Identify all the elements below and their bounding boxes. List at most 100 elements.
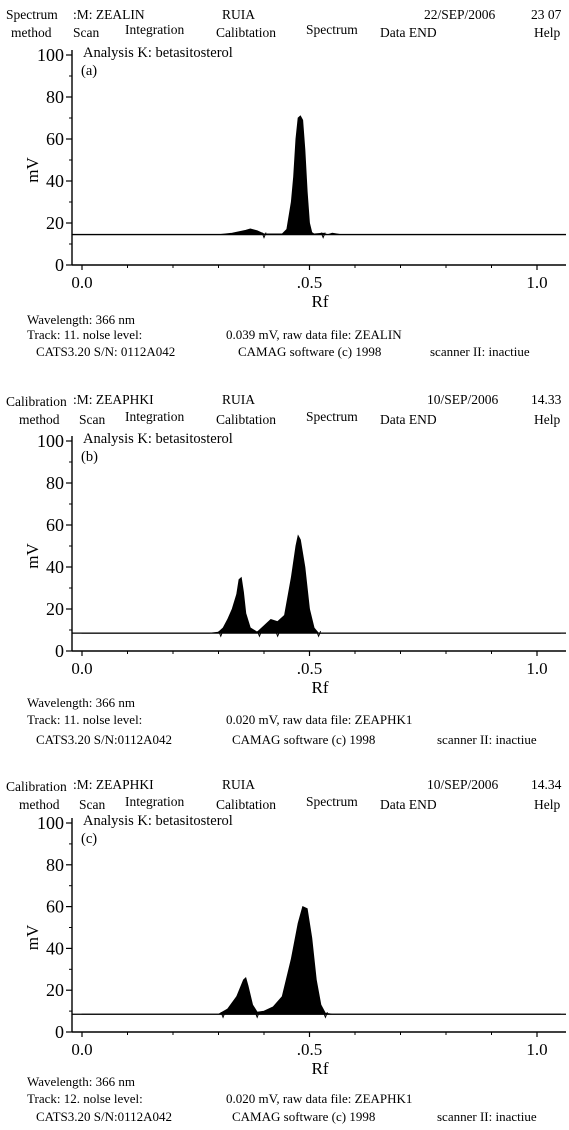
panel-c: Calibration method :M: ZEAPHKI Scan Inte… bbox=[0, 770, 569, 1130]
menu-lab: RUIA bbox=[222, 392, 255, 407]
x-axis-label: Rf bbox=[312, 678, 329, 697]
x-axis-label: Rf bbox=[312, 292, 329, 311]
footer-track: Track: 11. nolse level: bbox=[27, 327, 143, 342]
y-tick-label-100: 100 bbox=[37, 431, 64, 451]
menu-method-top[interactable]: Calibration bbox=[6, 779, 67, 794]
footer-wavelength: Wavelength: 366 nm bbox=[27, 312, 135, 327]
chart-title: Analysis K: betasitosterol bbox=[83, 813, 233, 829]
y-tick-label-100: 100 bbox=[37, 45, 64, 65]
y-tick-label-40: 40 bbox=[46, 557, 64, 577]
peak-marker-0 bbox=[218, 630, 224, 638]
menu-lab: RUIA bbox=[222, 7, 255, 22]
y-tick-label-40: 40 bbox=[46, 171, 64, 191]
x-tick-label-2: 1.0 bbox=[526, 273, 547, 292]
footer-track: Track: 12. nolse level: bbox=[27, 1091, 143, 1106]
menu-method-bottom[interactable]: method bbox=[19, 797, 60, 812]
menu-help[interactable]: Help bbox=[534, 412, 561, 427]
y-tick-label-60: 60 bbox=[46, 129, 64, 149]
footer-wavelength: Wavelength: 366 nm bbox=[27, 695, 135, 710]
x-tick-label-1: .0.5 bbox=[297, 659, 323, 678]
x-tick-label-0: 0.0 bbox=[71, 659, 92, 678]
x-tick-label-0: 0.0 bbox=[71, 273, 92, 292]
menu-date: 10/SEP/2006 bbox=[427, 392, 499, 407]
footer-camag: CAMAG software (c) 1998 bbox=[232, 1109, 376, 1124]
y-axis-label: mV bbox=[23, 543, 42, 569]
menu-integration[interactable]: Integration bbox=[125, 794, 185, 809]
menu-calibration[interactable]: Calibtation bbox=[216, 412, 276, 427]
menu-integration[interactable]: Integration bbox=[125, 409, 185, 424]
signal-trace bbox=[81, 906, 562, 1015]
menu-integration[interactable]: Integration bbox=[125, 22, 185, 37]
y-axis-label: mV bbox=[23, 924, 42, 950]
y-tick-label-80: 80 bbox=[46, 473, 64, 493]
footer-scanner: scanner II: inactiue bbox=[437, 732, 537, 747]
menu-data-end[interactable]: Data END bbox=[380, 412, 437, 427]
menu-spectrum[interactable]: Spectrum bbox=[306, 409, 358, 424]
y-tick-label-20: 20 bbox=[46, 213, 64, 233]
y-tick-label-60: 60 bbox=[46, 515, 64, 535]
menu-scan[interactable]: Scan bbox=[79, 412, 106, 427]
menu-time: 23 07 bbox=[531, 7, 562, 22]
menu-data-end[interactable]: Data END bbox=[380, 25, 437, 40]
menu-method-bottom[interactable]: method bbox=[19, 412, 60, 427]
x-tick-label-1: .0.5 bbox=[297, 273, 323, 292]
menu-method-top[interactable]: Spectrum bbox=[6, 7, 58, 22]
y-tick-label-40: 40 bbox=[46, 938, 64, 958]
footer-camag: CAMAG software (c) 1998 bbox=[238, 344, 382, 359]
x-axis-label: Rf bbox=[312, 1059, 329, 1078]
panel-b: Calibration method :M: ZEAPHKI Scan Inte… bbox=[0, 385, 569, 760]
footer-noise: 0.039 mV, raw data file: ZEALIN bbox=[226, 327, 402, 342]
menu-spectrum[interactable]: Spectrum bbox=[306, 22, 358, 37]
y-axis-label: mV bbox=[23, 157, 42, 183]
y-tick-label-20: 20 bbox=[46, 980, 64, 1000]
y-tick-label-20: 20 bbox=[46, 599, 64, 619]
y-tick-label-100: 100 bbox=[37, 813, 64, 833]
footer-wavelength: Wavelength: 366 nm bbox=[27, 1074, 135, 1089]
x-tick-label-0: 0.0 bbox=[71, 1040, 92, 1059]
menu-method-top[interactable]: Calibration bbox=[6, 394, 67, 409]
panel-a: Spectrum method :M: ZEALIN Scan Integrat… bbox=[0, 0, 569, 375]
y-tick-label-0: 0 bbox=[55, 255, 64, 275]
x-tick-label-1: .0.5 bbox=[297, 1040, 323, 1059]
peak-marker-3 bbox=[316, 630, 322, 638]
menu-sample: :M: ZEALIN bbox=[73, 7, 145, 22]
footer-cats: CATS3.20 S/N:0112A042 bbox=[36, 1109, 173, 1124]
menu-data-end[interactable]: Data END bbox=[380, 797, 437, 812]
menu-lab: RUIA bbox=[222, 777, 255, 792]
y-tick-label-0: 0 bbox=[55, 1022, 64, 1042]
peak-marker-2 bbox=[322, 1012, 328, 1019]
menu-scan[interactable]: Scan bbox=[79, 797, 106, 812]
footer-scanner: scanner II: inactiue bbox=[430, 344, 530, 359]
menu-calibration[interactable]: Calibtation bbox=[216, 25, 276, 40]
panel-label: (b) bbox=[81, 449, 98, 465]
x-tick-label-2: 1.0 bbox=[526, 1040, 547, 1059]
footer-scanner: scanner II: inactiue bbox=[437, 1109, 537, 1124]
panel-label: (c) bbox=[81, 831, 97, 847]
panel-label: (a) bbox=[81, 63, 97, 79]
signal-trace bbox=[81, 115, 561, 236]
footer-noise: 0.020 mV, raw data file: ZEAPHK1 bbox=[226, 1091, 413, 1106]
peak-marker-1 bbox=[254, 1012, 260, 1019]
peak-marker-0 bbox=[220, 1012, 226, 1019]
menu-date: 10/SEP/2006 bbox=[427, 777, 499, 792]
chart-title: Analysis K: betasitosterol bbox=[83, 431, 233, 447]
y-tick-label-60: 60 bbox=[46, 897, 64, 917]
menu-scan[interactable]: Scan bbox=[73, 25, 100, 40]
chart-b: 0 20 40 60 80 100 0.0 .0.5 1.0 Rf mV Analysis K: be… bbox=[23, 431, 566, 697]
menu-spectrum[interactable]: Spectrum bbox=[306, 794, 358, 809]
menu-help[interactable]: Help bbox=[534, 25, 561, 40]
menu-help[interactable]: Help bbox=[534, 797, 561, 812]
menu-sample: :M: ZEAPHKI bbox=[73, 392, 154, 407]
x-tick-label-2: 1.0 bbox=[526, 659, 547, 678]
menu-calibration[interactable]: Calibtation bbox=[216, 797, 276, 812]
footer-camag: CAMAG software (c) 1998 bbox=[232, 732, 376, 747]
chart-a: 0 20 40 60 80 100 0.0 .0.5 1.0 Rf mV Analysis K: be… bbox=[23, 45, 566, 311]
menu-sample: :M: ZEAPHKI bbox=[73, 777, 154, 792]
peak-marker-2 bbox=[275, 630, 281, 638]
footer-track: Track: 11. nolse level: bbox=[27, 712, 143, 727]
menu-method-bottom[interactable]: method bbox=[11, 25, 52, 40]
footer-noise: 0.020 mV, raw data file: ZEAPHK1 bbox=[226, 712, 413, 727]
y-tick-label-80: 80 bbox=[46, 855, 64, 875]
y-tick-label-0: 0 bbox=[55, 641, 64, 661]
chart-title: Analysis K: betasitosterol bbox=[83, 45, 233, 61]
